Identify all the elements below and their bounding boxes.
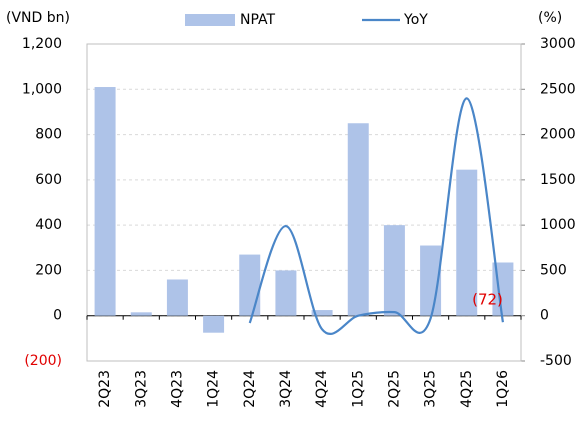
y-tick-label: 1,000 — [22, 81, 62, 97]
bar — [275, 270, 297, 316]
x-tick-label: 3Q25 — [423, 370, 439, 408]
line — [248, 97, 505, 335]
y-tick-label: 0 — [53, 308, 62, 324]
bar — [94, 87, 116, 316]
y-axis-title: (VND bn) — [6, 10, 70, 26]
x-tick-label: 3Q24 — [278, 370, 294, 408]
bar — [239, 254, 261, 316]
y2-tick-label: 1000 — [540, 217, 576, 233]
x-tick-label: 2Q25 — [386, 370, 402, 408]
y-tick-label: 1,200 — [22, 36, 62, 52]
y-tick-label: 800 — [35, 127, 62, 143]
y-tick-label: 400 — [35, 217, 62, 233]
x-tick-label: 4Q24 — [314, 370, 330, 408]
y2-tick-label: 2500 — [540, 81, 576, 97]
y2-tick-label: 0 — [540, 308, 549, 324]
y2-tick-label: -500 — [540, 353, 572, 369]
bar — [166, 279, 188, 316]
legend-label: NPAT — [240, 12, 276, 28]
bar — [130, 312, 152, 316]
y2-tick-label: 1500 — [540, 172, 576, 188]
x-tick-label: 2Q23 — [97, 370, 113, 408]
x-tick-label: 4Q25 — [459, 370, 475, 408]
y2-tick-label: 2000 — [540, 127, 576, 143]
y-tick-label: 200 — [35, 262, 62, 278]
bar — [203, 315, 225, 333]
x-tick-label: 2Q24 — [242, 370, 258, 408]
data-label: (72) — [472, 291, 503, 309]
x-tick-label: 1Q25 — [350, 370, 366, 408]
y-tick-label: (200) — [24, 353, 62, 369]
legend-swatch — [185, 14, 235, 26]
x-tick-label: 1Q24 — [206, 370, 222, 408]
bar — [383, 225, 405, 316]
y2-tick-label: 500 — [540, 262, 567, 278]
y-tick-label: 600 — [35, 172, 62, 188]
x-tick-label: 3Q23 — [133, 370, 149, 408]
legend-label: YoY — [403, 12, 428, 28]
y2-tick-label: 3000 — [540, 36, 576, 52]
y2-axis-title: (%) — [538, 10, 562, 26]
plot-border — [86, 43, 522, 362]
bar — [347, 123, 369, 316]
bar — [311, 310, 333, 316]
bar — [456, 169, 478, 316]
x-tick-label: 1Q26 — [495, 370, 511, 408]
x-tick-label: 4Q23 — [169, 370, 185, 408]
